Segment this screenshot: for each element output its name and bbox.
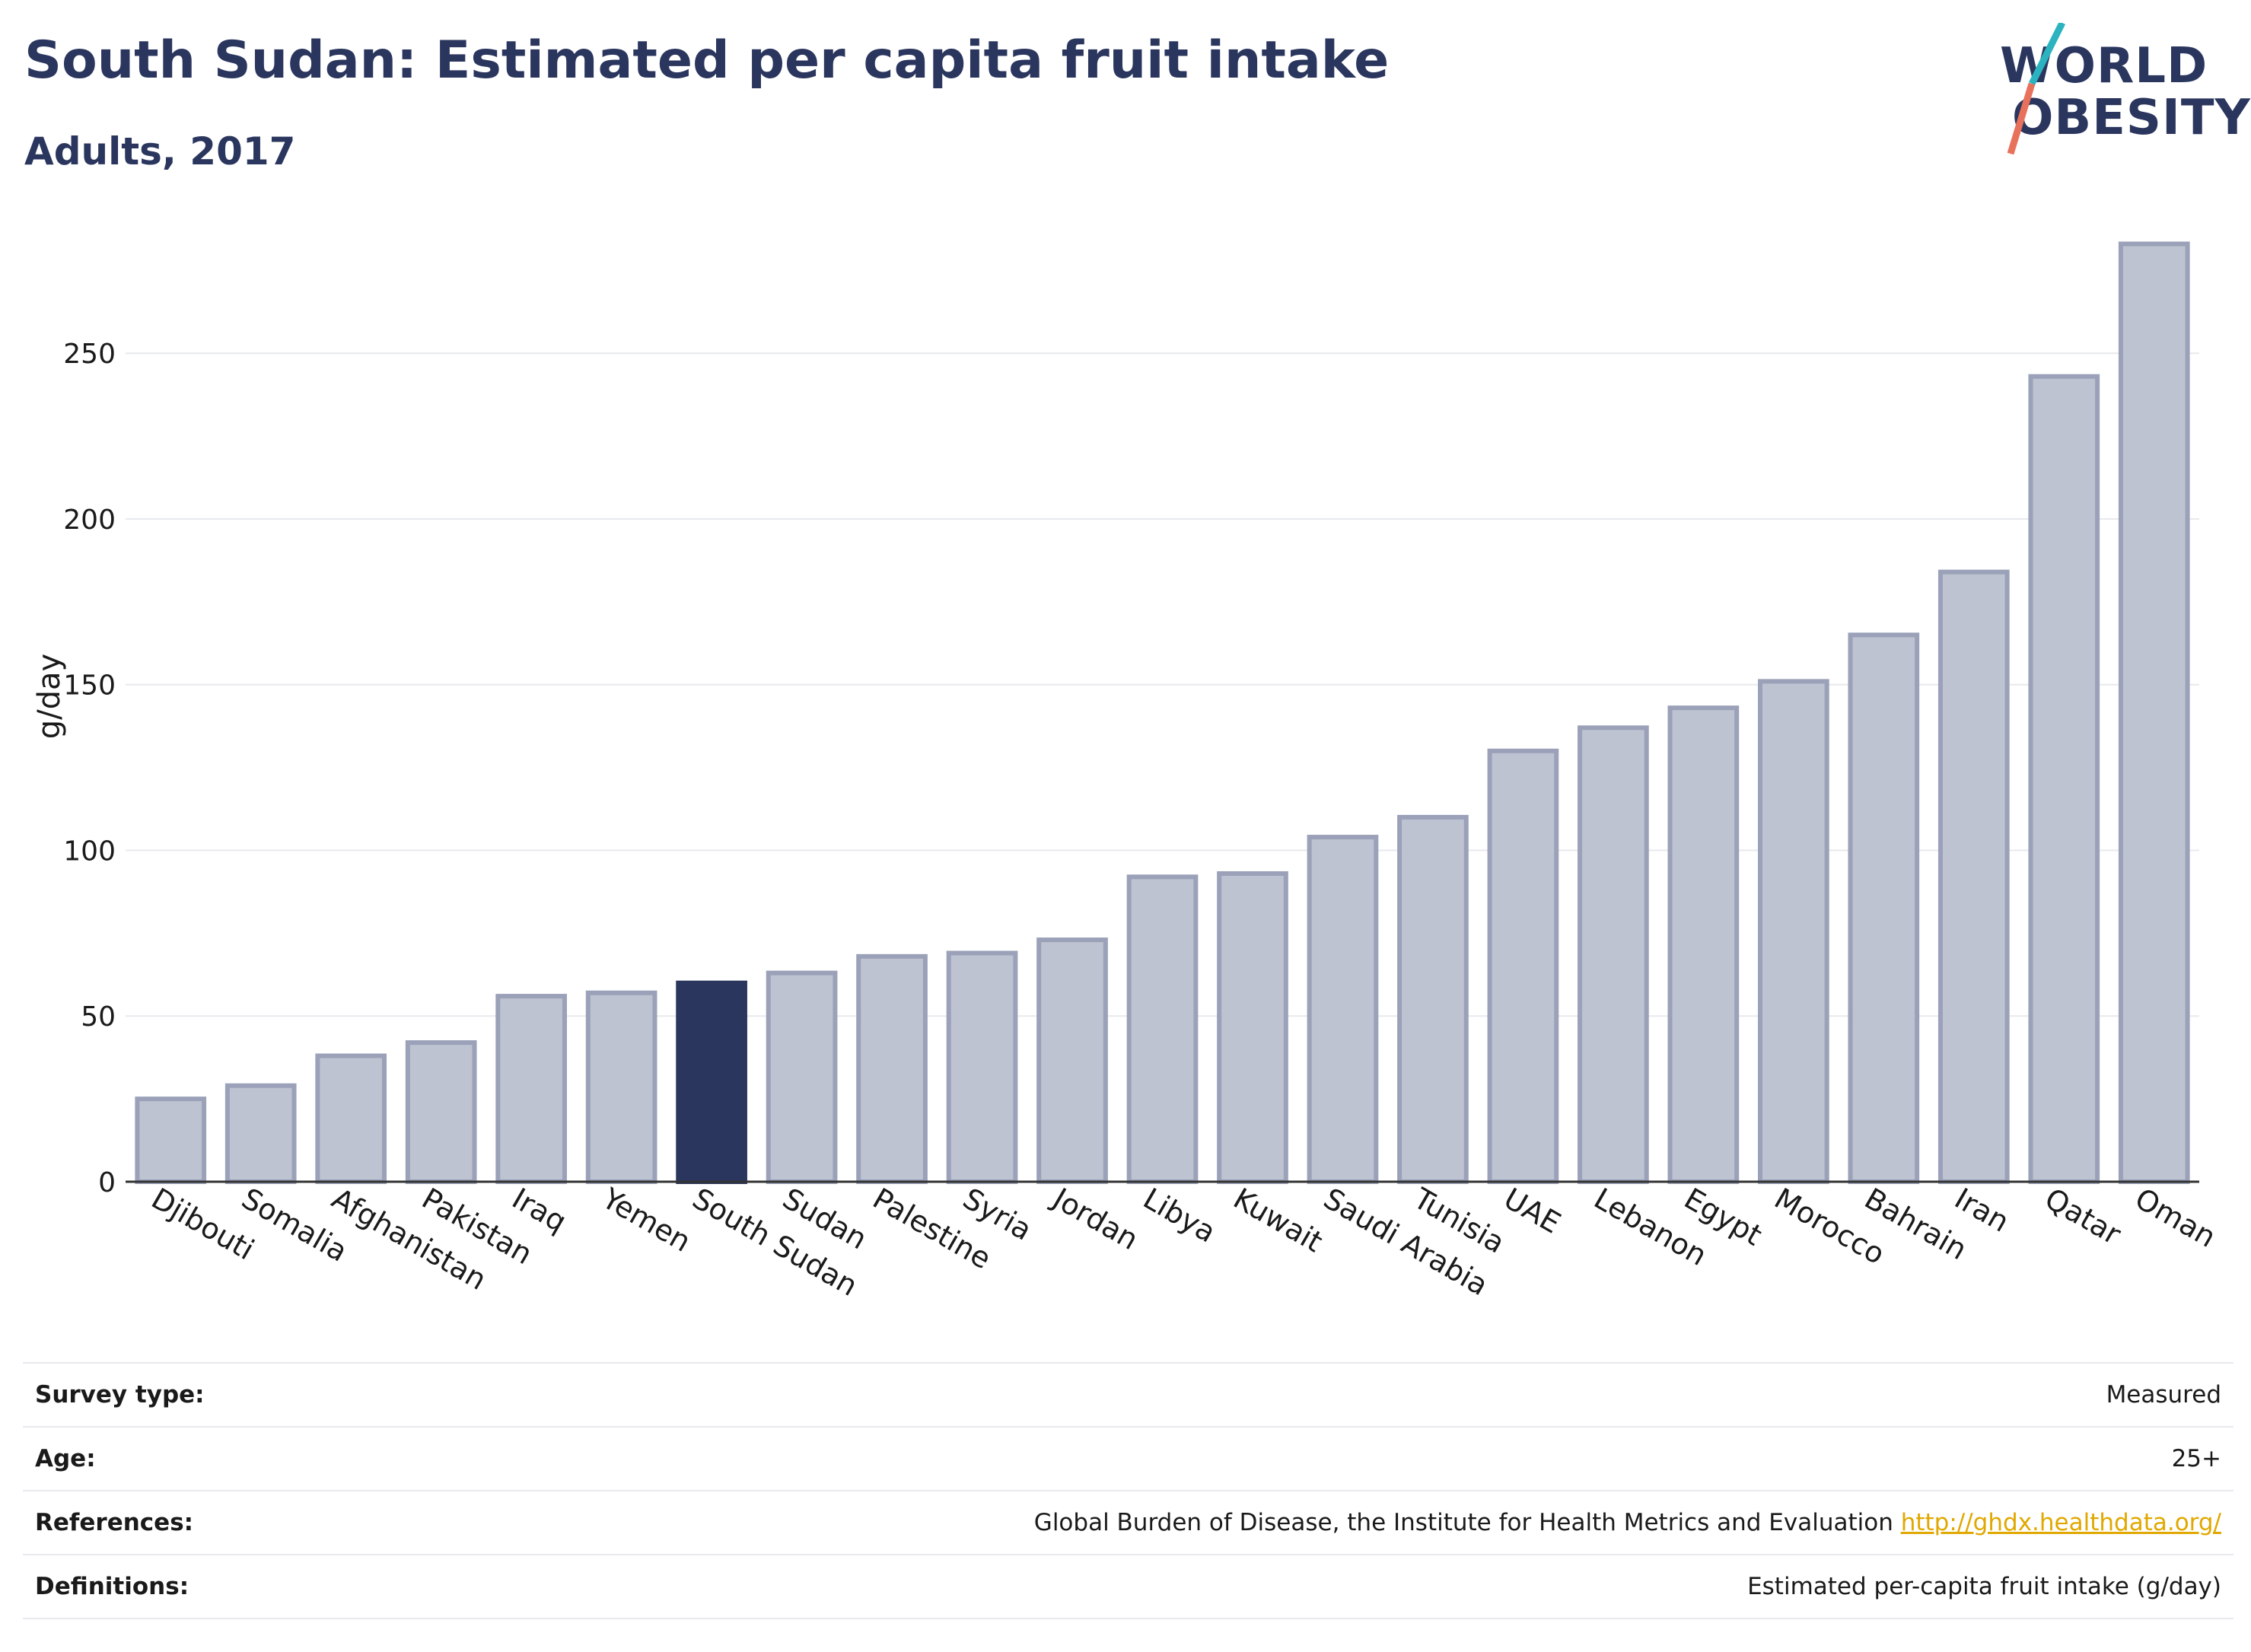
bar-jordan <box>1036 937 1108 1184</box>
bar-djibouti <box>135 1097 207 1185</box>
logo-line-2: OBESITY <box>2012 90 2251 146</box>
survey-type-label: Survey type: <box>35 1381 205 1408</box>
bar-iran <box>1937 569 2010 1184</box>
info-row-age: Age: 25+ <box>23 1426 2233 1490</box>
bar-iraq <box>495 994 567 1184</box>
x-tick-label: Yemen <box>596 1181 696 1259</box>
x-tick-label: Kuwait <box>1227 1182 1328 1259</box>
bar-syria <box>946 950 1018 1185</box>
info-table: Survey type: Measured Age: 25+ Reference… <box>23 1362 2233 1619</box>
page-title: South Sudan: Estimated per capita fruit … <box>24 30 1390 91</box>
bar-morocco <box>1758 679 1829 1184</box>
references-label: References: <box>35 1509 194 1536</box>
info-row-definitions: Definitions: Estimated per-capita fruit … <box>23 1554 2233 1619</box>
bar-yemen <box>585 990 657 1184</box>
bar-south-sudan <box>676 980 747 1185</box>
references-value: Global Burden of Disease, the Institute … <box>1034 1509 2233 1536</box>
age-value: 25+ <box>2171 1445 2221 1472</box>
references-link[interactable]: http://ghdx.healthdata.org/ <box>1900 1509 2221 1536</box>
x-tick-label: Libya <box>1138 1182 1221 1249</box>
bar-bahrain <box>1848 632 1920 1184</box>
bar-uae <box>1487 748 1559 1184</box>
page-subtitle: Adults, 2017 <box>24 129 296 173</box>
definitions-label: Definitions: <box>35 1573 189 1600</box>
bar-libya <box>1126 874 1199 1184</box>
y-tick-label: 50 <box>81 1001 116 1033</box>
x-tick-label: Jordan <box>1046 1181 1144 1257</box>
x-tick-label: Oman <box>2129 1182 2221 1254</box>
bar-chart: 0 50 100 150 200 250 DjiboutiSomaliaAfghanist… <box>32 241 2222 1303</box>
bar-afghanistan <box>315 1053 387 1184</box>
world-obesity-logo: WORLD OBESITY <box>1979 23 2250 160</box>
x-tick-label: Djibouti <box>146 1182 260 1267</box>
bar-sudan <box>766 970 838 1184</box>
references-text: Global Burden of Disease, the Institute … <box>1033 1509 1893 1536</box>
bar-somalia <box>224 1083 297 1184</box>
definitions-value: Estimated per-capita fruit intake (g/day… <box>1747 1573 2221 1600</box>
y-tick-label: 0 <box>98 1167 116 1198</box>
info-row-survey-type: Survey type: Measured <box>23 1362 2233 1426</box>
bar-oman <box>2118 241 2190 1184</box>
bar-kuwait <box>1217 871 1288 1185</box>
survey-type-value: Measured <box>2106 1381 2221 1408</box>
bar-tunisia <box>1397 814 1469 1184</box>
bar-saudi-arabia <box>1307 835 1379 1184</box>
age-label: Age: <box>35 1445 96 1472</box>
bar-palestine <box>856 953 928 1184</box>
bar-pakistan <box>405 1040 477 1184</box>
info-row-references: References: Global Burden of Disease, th… <box>23 1490 2233 1554</box>
x-tick-label: Qatar <box>2039 1182 2127 1252</box>
bar-qatar <box>2028 374 2100 1184</box>
bar-egypt <box>1667 705 1740 1184</box>
bar-lebanon <box>1578 725 1649 1184</box>
logo-slash-icon <box>2007 23 2066 155</box>
y-axis-label: g/day <box>32 654 67 739</box>
y-axis-ticks: 0 50 100 150 200 250 <box>63 339 116 1198</box>
y-tick-label: 150 <box>63 670 116 702</box>
bars <box>135 241 2190 1185</box>
y-tick-label: 100 <box>63 836 116 867</box>
y-tick-label: 200 <box>63 505 116 536</box>
y-tick-label: 250 <box>63 339 116 370</box>
